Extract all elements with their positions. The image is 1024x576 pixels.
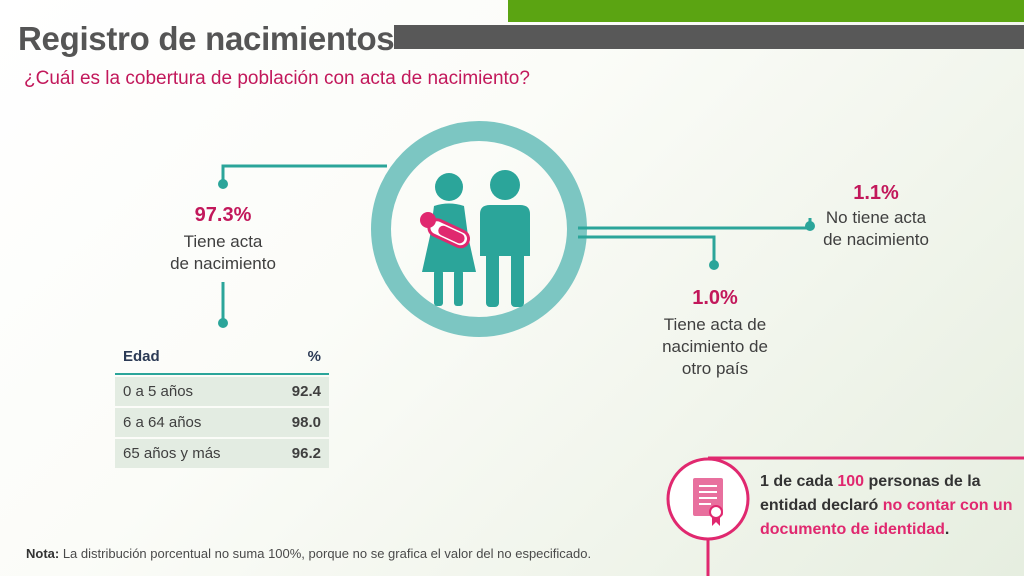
callout-text-3: . <box>944 521 950 538</box>
stat-other-value: 1.0% <box>692 287 738 309</box>
page-subtitle: ¿Cuál es la cobertura de población con a… <box>24 68 530 89</box>
connector-other-dot <box>709 260 719 270</box>
connector-none-dot <box>805 221 815 231</box>
connector-none <box>578 218 812 230</box>
header-accent-bar <box>508 0 1024 22</box>
table-row: 0 a 5 años 92.4 <box>115 377 329 406</box>
certificate-icon <box>666 457 750 541</box>
footnote-text: La distribución porcentual no suma 100%,… <box>59 546 592 561</box>
col-pct-header: % <box>307 348 321 365</box>
stat-main: 97.3% Tiene acta de nacimiento <box>150 204 296 275</box>
footnote-label: Nota: <box>26 546 60 561</box>
col-age-header: Edad <box>123 348 160 365</box>
row-age: 6 a 64 años <box>123 414 202 431</box>
table-header: Edad % <box>115 340 329 375</box>
stat-main-value: 97.3% <box>194 204 252 226</box>
row-pct: 98.0 <box>291 414 321 431</box>
connector-main <box>221 164 387 182</box>
stat-other-line1: Tiene acta de <box>663 315 767 334</box>
stat-none-line2: de nacimiento <box>823 230 929 249</box>
row-pct: 92.4 <box>291 383 321 400</box>
row-pct: 96.2 <box>291 445 321 462</box>
connector-other <box>578 235 716 262</box>
table-row: 6 a 64 años 98.0 <box>115 408 329 437</box>
table-row: 65 años y más 96.2 <box>115 439 329 468</box>
callout-highlight: no contar con un documento de identidad <box>760 497 1013 538</box>
stat-other-line2: nacimiento de <box>662 337 768 356</box>
row-age: 0 a 5 años <box>123 383 194 400</box>
stat-none-line1: No tiene acta <box>825 208 927 227</box>
coverage-ring <box>371 121 587 337</box>
title-underline-bar <box>394 25 1024 49</box>
stat-main-line2: de nacimiento <box>170 254 276 273</box>
stat-none: 1.1% No tiene acta de nacimiento <box>806 182 946 251</box>
age-table: Edad % 0 a 5 años 92.4 6 a 64 años 98.0 … <box>115 340 329 468</box>
stat-other: 1.0% Tiene acta de nacimiento de otro pa… <box>640 287 790 380</box>
family-icon <box>420 170 530 307</box>
stat-none-value: 1.1% <box>853 182 899 204</box>
callout-text-2: personas de la entidad declaró <box>760 473 981 514</box>
connector-table-dot <box>218 318 228 328</box>
row-age: 65 años y más <box>123 445 221 462</box>
callout-number: 100 <box>837 473 865 490</box>
stat-main-line1: Tiene acta <box>183 232 263 251</box>
callout-text-1: 1 de cada <box>760 473 838 490</box>
footnote: Nota: La distribución porcentual no suma… <box>26 546 591 561</box>
identity-callout: 1 de cada 100 personas de la entidad dec… <box>760 470 1020 542</box>
stat-other-line3: otro país <box>681 359 749 378</box>
page-title: Registro de nacimientos <box>18 20 395 57</box>
connector-main-dot <box>218 179 228 189</box>
